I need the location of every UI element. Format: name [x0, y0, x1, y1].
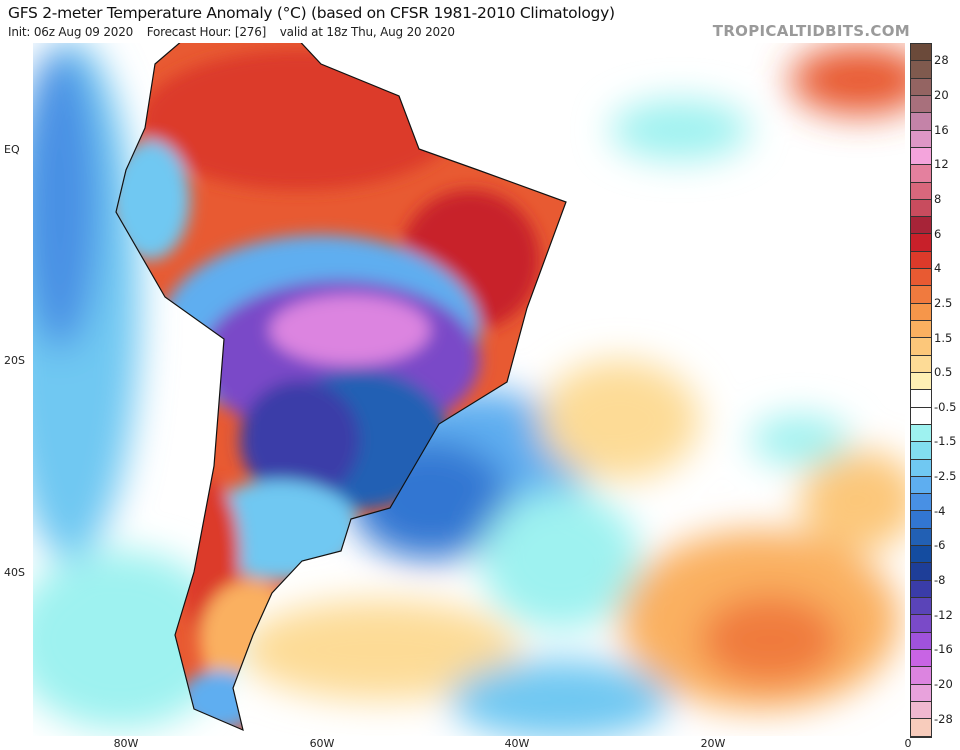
colorbar-swatch — [911, 632, 931, 650]
colorbar-swatch — [911, 511, 931, 529]
colorbar-label: 8 — [934, 191, 942, 206]
colorbar-swatch — [911, 442, 931, 460]
colorbar-swatch — [911, 355, 931, 373]
colorbar-swatch — [911, 338, 931, 356]
colorbar-swatch — [911, 147, 931, 166]
colorbar-swatch — [911, 649, 931, 668]
colorbar-swatch — [911, 44, 931, 62]
colorbar-label: -0.5 — [934, 399, 957, 414]
lon-label: 40W — [504, 737, 530, 750]
colorbar-label: 0.5 — [934, 365, 953, 380]
map-subtitle: Init: 06z Aug 09 2020 Forecast Hour: [27… — [8, 25, 465, 39]
colorbar-label: -6 — [934, 538, 946, 553]
lon-label: 20W — [700, 737, 726, 750]
colorbar-label: -16 — [934, 642, 953, 657]
lon-label: 0 — [904, 737, 912, 750]
colorbar-swatch — [911, 546, 931, 564]
colorbar-swatch — [911, 165, 931, 183]
temperature-anomaly-map — [33, 43, 905, 736]
colorbar-swatch — [911, 667, 931, 685]
colorbar-swatch — [911, 78, 931, 96]
colorbar-swatch — [911, 61, 931, 79]
lat-label: 20S — [4, 354, 25, 367]
lon-label: 60W — [309, 737, 335, 750]
colorbar-swatch — [911, 476, 931, 495]
init-time: Init: 06z Aug 09 2020 — [8, 25, 134, 39]
colorbar-swatch — [911, 459, 931, 477]
colorbar-label: -4 — [934, 503, 946, 518]
lon-label: 80W — [113, 737, 139, 750]
ocean-field — [33, 43, 905, 736]
lat-label: 40S — [4, 566, 25, 579]
colorbar-label: 2.5 — [934, 295, 953, 310]
colorbar-swatch — [911, 286, 931, 304]
colorbar-swatch — [911, 182, 931, 200]
colorbar-label: -2.5 — [934, 469, 957, 484]
colorbar-swatch — [911, 615, 931, 633]
colorbar-label: 12 — [934, 157, 949, 172]
valid-time: valid at 18z Thu, Aug 20 2020 — [279, 25, 455, 39]
colorbar-label: -8 — [934, 573, 946, 588]
colorbar-swatch — [911, 321, 931, 339]
colorbar-swatch — [911, 130, 931, 148]
colorbar-label: 28 — [934, 53, 949, 68]
colorbar-swatch — [911, 234, 931, 252]
colorbar-swatch — [911, 217, 931, 235]
colorbar-swatch — [911, 95, 931, 114]
colorbar-swatch — [911, 701, 931, 720]
colorbar-swatch — [911, 598, 931, 616]
colorbar-swatch — [911, 303, 931, 321]
colorbar-swatch — [911, 199, 931, 218]
colorbar-label: -1.5 — [934, 434, 957, 449]
colorbar-swatch — [911, 372, 931, 391]
colorbar-swatch — [911, 494, 931, 512]
colorbar-swatch — [911, 528, 931, 547]
colorbar-label: 16 — [934, 122, 949, 137]
colorbar-swatch — [911, 424, 931, 443]
colorbar-swatch — [911, 390, 931, 408]
colorbar-label: 1.5 — [934, 330, 953, 345]
colorbar-label: 6 — [934, 226, 942, 241]
colorbar-label: -12 — [934, 607, 953, 622]
colorbar-swatch — [911, 113, 931, 131]
brand-watermark: TROPICALTIDBITS.COM — [712, 22, 910, 40]
colorbar-label: -20 — [934, 677, 953, 692]
colorbar-swatch — [911, 719, 931, 737]
colorbar-swatch — [911, 407, 931, 425]
colorbar-swatch — [911, 269, 931, 287]
colorbar — [910, 43, 932, 738]
forecast-hour: Forecast Hour: [276] — [146, 25, 267, 39]
colorbar-label: -28 — [934, 711, 953, 726]
lat-label: EQ — [4, 143, 20, 156]
colorbar-swatch — [911, 251, 931, 270]
colorbar-label: 20 — [934, 87, 949, 102]
colorbar-swatch — [911, 563, 931, 581]
colorbar-label: 4 — [934, 261, 942, 276]
colorbar-swatch — [911, 580, 931, 598]
colorbar-swatch — [911, 684, 931, 702]
map-title: GFS 2-meter Temperature Anomaly (°C) (ba… — [8, 4, 615, 22]
